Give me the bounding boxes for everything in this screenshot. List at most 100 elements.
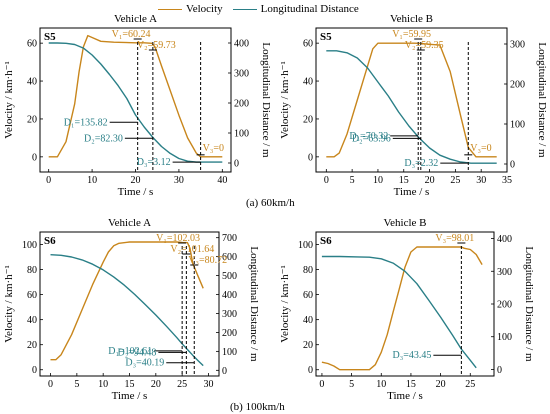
y-tick-label: 40	[303, 77, 313, 88]
y-axis-label: Velocity / km·h⁻¹	[3, 265, 15, 343]
x-tick-label: 20	[436, 379, 446, 390]
distance-annotation: D₁=102.61	[108, 346, 152, 357]
distance-annotation: D₁=70.32	[349, 131, 388, 142]
distance-annotation: D₃=3.12	[137, 157, 171, 168]
y2-tick-label: 700	[222, 233, 237, 244]
distance-annotation: D₃=40.19	[125, 358, 164, 369]
y-tick-label: 0	[32, 365, 37, 376]
chart-title: Vehicle A	[108, 217, 151, 229]
y-tick-label: 60	[303, 290, 313, 301]
legend-label-distance: Longitudinal Distance	[260, 3, 359, 15]
velocity-line	[50, 241, 204, 361]
velocity-line	[326, 42, 497, 158]
velocity-annotation: V₁=60.24	[112, 29, 151, 40]
y-tick-label: 20	[27, 114, 37, 125]
distance-annotation: D₂=94.48	[117, 347, 156, 358]
plot-frame	[315, 27, 508, 173]
distance-annotation: D₃=43.45	[393, 350, 432, 361]
y2-tick-label: 200	[234, 99, 249, 110]
y-tick-label: 100	[298, 240, 313, 251]
x-tick-label: 25	[465, 379, 475, 390]
velocity-annotation: V₃=0	[470, 143, 491, 154]
y-tick-label: 80	[303, 265, 313, 276]
y-axis-label: Velocity / km·h⁻¹	[3, 61, 15, 139]
y2-tick-label: 500	[222, 271, 237, 282]
y-tick-label: 60	[27, 39, 37, 50]
scenario-tag: S6	[44, 235, 56, 247]
y-tick-label: 0	[308, 152, 313, 163]
y2-tick-label: 100	[510, 120, 525, 131]
scenario-tag: S6	[320, 235, 332, 247]
x-axis-label: Time / s	[387, 390, 423, 402]
distance-annotation: D₂=63.96	[352, 133, 391, 144]
x-axis-label: Time / s	[394, 186, 430, 198]
x-tick-label: 15	[406, 379, 416, 390]
y2-tick-label: 0	[510, 160, 515, 171]
caption-b: (b) 100km/h	[230, 401, 285, 413]
y2-tick-label: 100	[234, 129, 249, 140]
distance-annotation: D₁=135.82	[64, 117, 108, 128]
y-tick-label: 60	[303, 39, 313, 50]
x-tick-label: 40	[217, 175, 227, 186]
y-tick-label: 40	[27, 77, 37, 88]
x-tick-label: 25	[450, 175, 460, 186]
y-tick-label: 0	[32, 152, 37, 163]
scenario-tag: S5	[44, 31, 56, 43]
x-tick-label: 10	[376, 379, 386, 390]
x-tick-label: 15	[399, 175, 409, 186]
x-tick-label: 20	[131, 175, 141, 186]
velocity-annotation: V₃=80.72	[188, 255, 227, 266]
y-tick-label: 20	[303, 114, 313, 125]
y2-tick-label: 200	[497, 300, 512, 311]
distance-line	[326, 50, 497, 164]
velocity-line	[321, 246, 483, 371]
x-tick-label: 10	[98, 379, 108, 390]
y2-tick-label: 100	[222, 347, 237, 358]
chart-title: Vehicle B	[383, 217, 426, 229]
x-tick-label: 10	[373, 175, 383, 186]
y2-tick-label: 600	[222, 252, 237, 263]
y2-tick-label: 300	[222, 309, 237, 320]
y-tick-label: 0	[308, 365, 313, 376]
scenario-tag: S5	[320, 31, 332, 43]
caption-a: (a) 60km/h	[246, 197, 295, 209]
velocity-annotation: V₂=59.73	[137, 40, 176, 51]
distance-line	[50, 254, 204, 367]
distance-swatch	[232, 8, 257, 10]
y2-axis-label: Longitudinal Distance / m	[523, 246, 535, 362]
y-tick-label: 80	[27, 265, 37, 276]
x-tick-label: 5	[350, 175, 355, 186]
y-tick-label: 40	[27, 315, 37, 326]
y2-axis-label: Longitudinal Distance / m	[260, 42, 272, 158]
x-axis-label: Time / s	[118, 186, 154, 198]
x-tick-label: 30	[476, 175, 486, 186]
velocity-annotation: V₁=102.03	[156, 233, 200, 244]
y2-axis-label: Longitudinal Distance / m	[248, 246, 260, 362]
y2-tick-label: 300	[510, 40, 525, 51]
y2-tick-label: 200	[510, 80, 525, 91]
x-axis-label: Time / s	[112, 390, 148, 402]
velocity-annotation: V₁=59.95	[392, 29, 431, 40]
velocity-annotation: V₂=101.64	[170, 244, 214, 255]
x-tick-label: 30	[203, 379, 213, 390]
velocity-annotation: V₂=59.35	[405, 40, 444, 51]
y-tick-label: 60	[27, 290, 37, 301]
x-tick-label: 20	[425, 175, 435, 186]
y-axis-label: Velocity / km·h⁻¹	[279, 265, 291, 343]
x-tick-label: 25	[177, 379, 187, 390]
chart-panel-3: 0 5 10 15 20 25 300204060801000100200300400500…	[3, 217, 260, 402]
chart-panel-4: 0 5 10 15 20 25 0 20 40 60 80 100 0 100 200 300 400 Time …	[279, 217, 535, 402]
y2-tick-label: 300	[497, 267, 512, 278]
distance-line	[321, 255, 477, 369]
y-tick-label: 40	[303, 315, 313, 326]
x-tick-label: 15	[125, 379, 135, 390]
y2-tick-label: 400	[234, 39, 249, 50]
chart-panel-2: 0 5 10 15 20 25 30 35 0 20 40 60 0 100 200 300 Time / s V…	[279, 13, 548, 198]
x-tick-label: 0	[48, 379, 53, 390]
distance-annotation: D₂=82.30	[84, 133, 123, 144]
velocity-swatch	[158, 8, 182, 10]
legend-item-velocity: Velocity	[158, 3, 223, 15]
y2-tick-label: 0	[222, 366, 227, 377]
